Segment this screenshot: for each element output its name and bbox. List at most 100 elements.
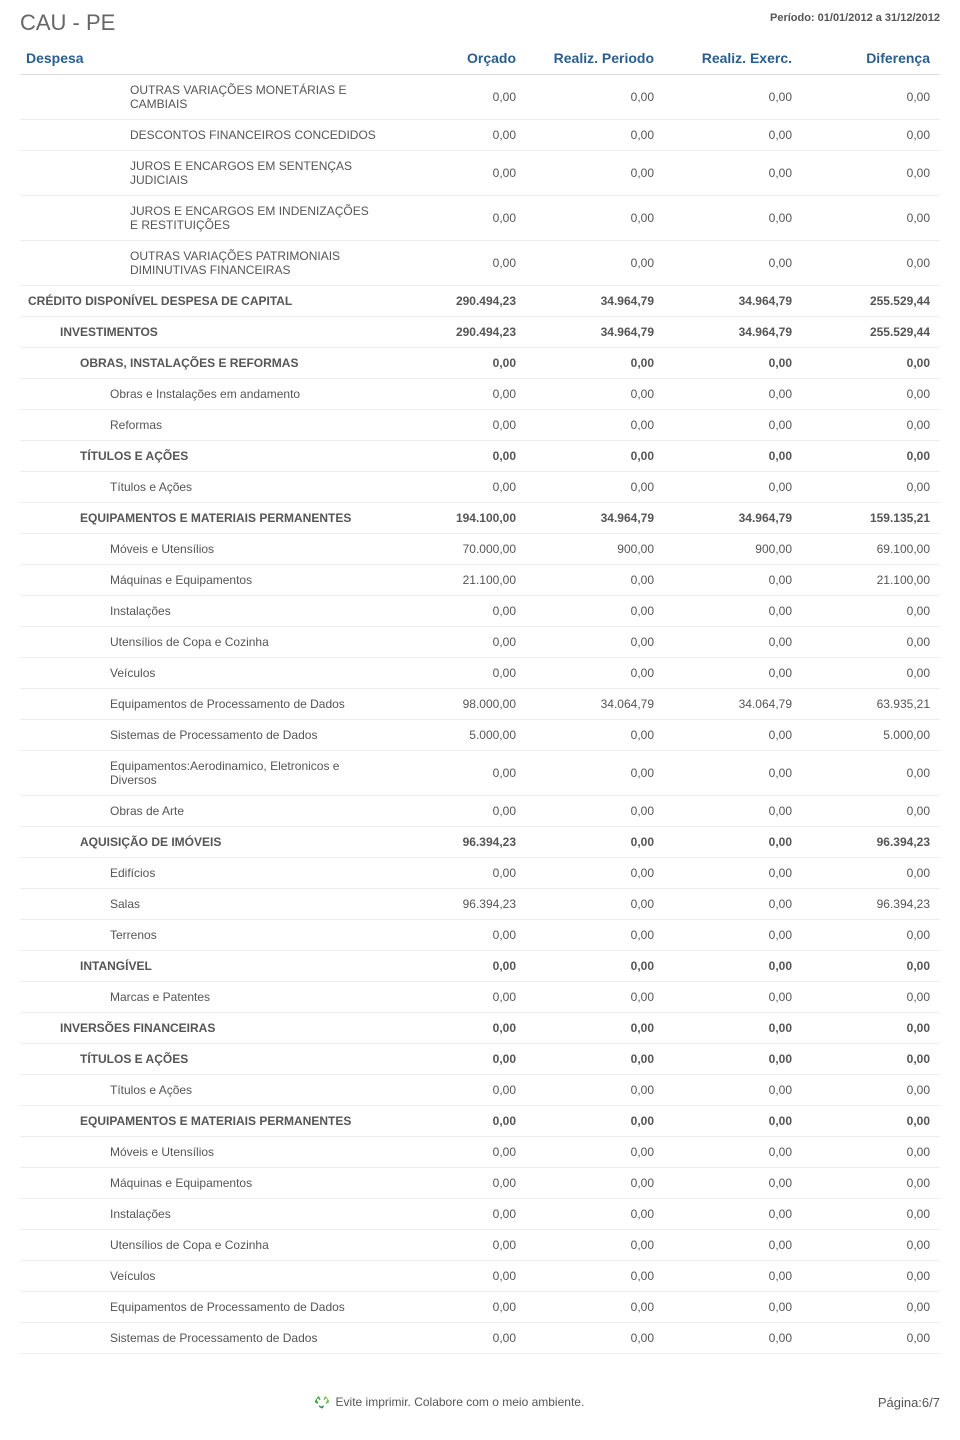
row-value: 0,00 (802, 627, 940, 658)
table-row: Terrenos0,000,000,000,00 (20, 920, 940, 951)
row-value: 0,00 (388, 120, 526, 151)
row-value: 0,00 (664, 982, 802, 1013)
row-label: OBRAS, INSTALAÇÕES E REFORMAS (20, 348, 388, 379)
row-value: 0,00 (802, 1137, 940, 1168)
row-value: 0,00 (526, 627, 664, 658)
table-row: Veículos0,000,000,000,00 (20, 658, 940, 689)
row-value: 0,00 (388, 379, 526, 410)
row-value: 0,00 (802, 1199, 940, 1230)
row-value: 0,00 (388, 1199, 526, 1230)
footer-message-wrap: Evite imprimir. Colabore com o meio ambi… (20, 1394, 878, 1410)
row-label: TÍTULOS E AÇÕES (20, 1044, 388, 1075)
row-value: 0,00 (526, 1199, 664, 1230)
row-value: 0,00 (388, 796, 526, 827)
row-value: 0,00 (664, 348, 802, 379)
row-value: 0,00 (802, 441, 940, 472)
table-row: EQUIPAMENTOS E MATERIAIS PERMANENTES0,00… (20, 1106, 940, 1137)
row-value: 0,00 (388, 858, 526, 889)
row-value: 0,00 (388, 920, 526, 951)
footer-page: Página:6/7 (878, 1395, 940, 1410)
row-value: 0,00 (802, 75, 940, 120)
table-row: Instalações0,000,000,000,00 (20, 596, 940, 627)
row-value: 0,00 (526, 951, 664, 982)
row-label: INVERSÕES FINANCEIRAS (20, 1013, 388, 1044)
table-row: Sistemas de Processamento de Dados0,000,… (20, 1323, 940, 1354)
col-despesa: Despesa (20, 42, 388, 75)
recycle-icon (314, 1394, 330, 1410)
row-value: 0,00 (526, 196, 664, 241)
row-value: 0,00 (526, 472, 664, 503)
row-value: 21.100,00 (388, 565, 526, 596)
row-value: 0,00 (526, 1106, 664, 1137)
row-value: 0,00 (526, 241, 664, 286)
row-value: 0,00 (664, 796, 802, 827)
row-value: 0,00 (664, 379, 802, 410)
row-value: 96.394,23 (802, 827, 940, 858)
table-row: TÍTULOS E AÇÕES0,000,000,000,00 (20, 1044, 940, 1075)
row-value: 0,00 (664, 1075, 802, 1106)
row-label: Títulos e Ações (20, 472, 388, 503)
row-value: 0,00 (526, 1013, 664, 1044)
row-value: 0,00 (802, 348, 940, 379)
row-value: 0,00 (802, 1230, 940, 1261)
table-body: OUTRAS VARIAÇÕES MONETÁRIAS E CAMBIAIS0,… (20, 75, 940, 1354)
table-row: OUTRAS VARIAÇÕES PATRIMONIAIS DIMINUTIVA… (20, 241, 940, 286)
row-value: 255.529,44 (802, 317, 940, 348)
row-value: 0,00 (802, 1075, 940, 1106)
row-value: 0,00 (664, 858, 802, 889)
row-value: 0,00 (802, 151, 940, 196)
row-value: 0,00 (802, 241, 940, 286)
table-row: INTANGÍVEL0,000,000,000,00 (20, 951, 940, 982)
row-value: 0,00 (802, 120, 940, 151)
row-label: INVESTIMENTOS (20, 317, 388, 348)
table-row: TÍTULOS E AÇÕES0,000,000,000,00 (20, 441, 940, 472)
row-value: 0,00 (526, 720, 664, 751)
table-row: Obras de Arte0,000,000,000,00 (20, 796, 940, 827)
row-value: 34.964,79 (526, 286, 664, 317)
row-value: 0,00 (664, 1168, 802, 1199)
table-row: JUROS E ENCARGOS EM INDENIZAÇÕES E RESTI… (20, 196, 940, 241)
row-value: 0,00 (664, 1230, 802, 1261)
row-value: 0,00 (526, 1075, 664, 1106)
report-header: CAU - PE Período: 01/01/2012 a 31/12/201… (20, 10, 940, 36)
row-label: EQUIPAMENTOS E MATERIAIS PERMANENTES (20, 503, 388, 534)
footer-message: Evite imprimir. Colabore com o meio ambi… (336, 1395, 585, 1409)
row-value: 0,00 (802, 920, 940, 951)
row-value: 0,00 (388, 1292, 526, 1323)
row-value: 0,00 (802, 196, 940, 241)
row-label: TÍTULOS E AÇÕES (20, 441, 388, 472)
table-row: Sistemas de Processamento de Dados5.000,… (20, 720, 940, 751)
row-value: 0,00 (388, 1013, 526, 1044)
row-value: 0,00 (388, 472, 526, 503)
row-value: 0,00 (802, 796, 940, 827)
row-value: 0,00 (802, 1292, 940, 1323)
table-row: Máquinas e Equipamentos0,000,000,000,00 (20, 1168, 940, 1199)
row-value: 70.000,00 (388, 534, 526, 565)
col-realiz-exerc: Realiz. Exerc. (664, 42, 802, 75)
row-value: 96.394,23 (388, 889, 526, 920)
row-value: 0,00 (664, 565, 802, 596)
row-label: Móveis e Utensílios (20, 1137, 388, 1168)
row-value: 0,00 (526, 889, 664, 920)
row-label: Obras e Instalações em andamento (20, 379, 388, 410)
row-label: Salas (20, 889, 388, 920)
row-value: 0,00 (388, 410, 526, 441)
row-label: Veículos (20, 1261, 388, 1292)
row-value: 0,00 (388, 151, 526, 196)
row-value: 0,00 (526, 796, 664, 827)
row-value: 0,00 (802, 751, 940, 796)
table-row: Equipamentos de Processamento de Dados0,… (20, 1292, 940, 1323)
table-row: OUTRAS VARIAÇÕES MONETÁRIAS E CAMBIAIS0,… (20, 75, 940, 120)
report-title: CAU - PE (20, 10, 115, 36)
row-value: 0,00 (664, 410, 802, 441)
row-value: 0,00 (388, 627, 526, 658)
row-label: Sistemas de Processamento de Dados (20, 1323, 388, 1354)
row-value: 0,00 (388, 658, 526, 689)
row-value: 0,00 (388, 951, 526, 982)
row-value: 34.964,79 (664, 503, 802, 534)
table-row: Obras e Instalações em andamento0,000,00… (20, 379, 940, 410)
row-label: JUROS E ENCARGOS EM SENTENÇAS JUDICIAIS (20, 151, 388, 196)
row-value: 96.394,23 (388, 827, 526, 858)
row-value: 0,00 (388, 751, 526, 796)
row-value: 0,00 (526, 348, 664, 379)
